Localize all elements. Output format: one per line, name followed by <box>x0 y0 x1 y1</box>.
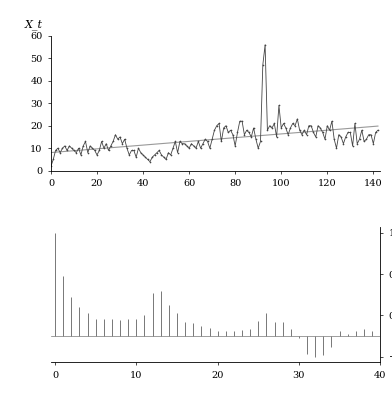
Text: X_t: X_t <box>25 20 43 30</box>
